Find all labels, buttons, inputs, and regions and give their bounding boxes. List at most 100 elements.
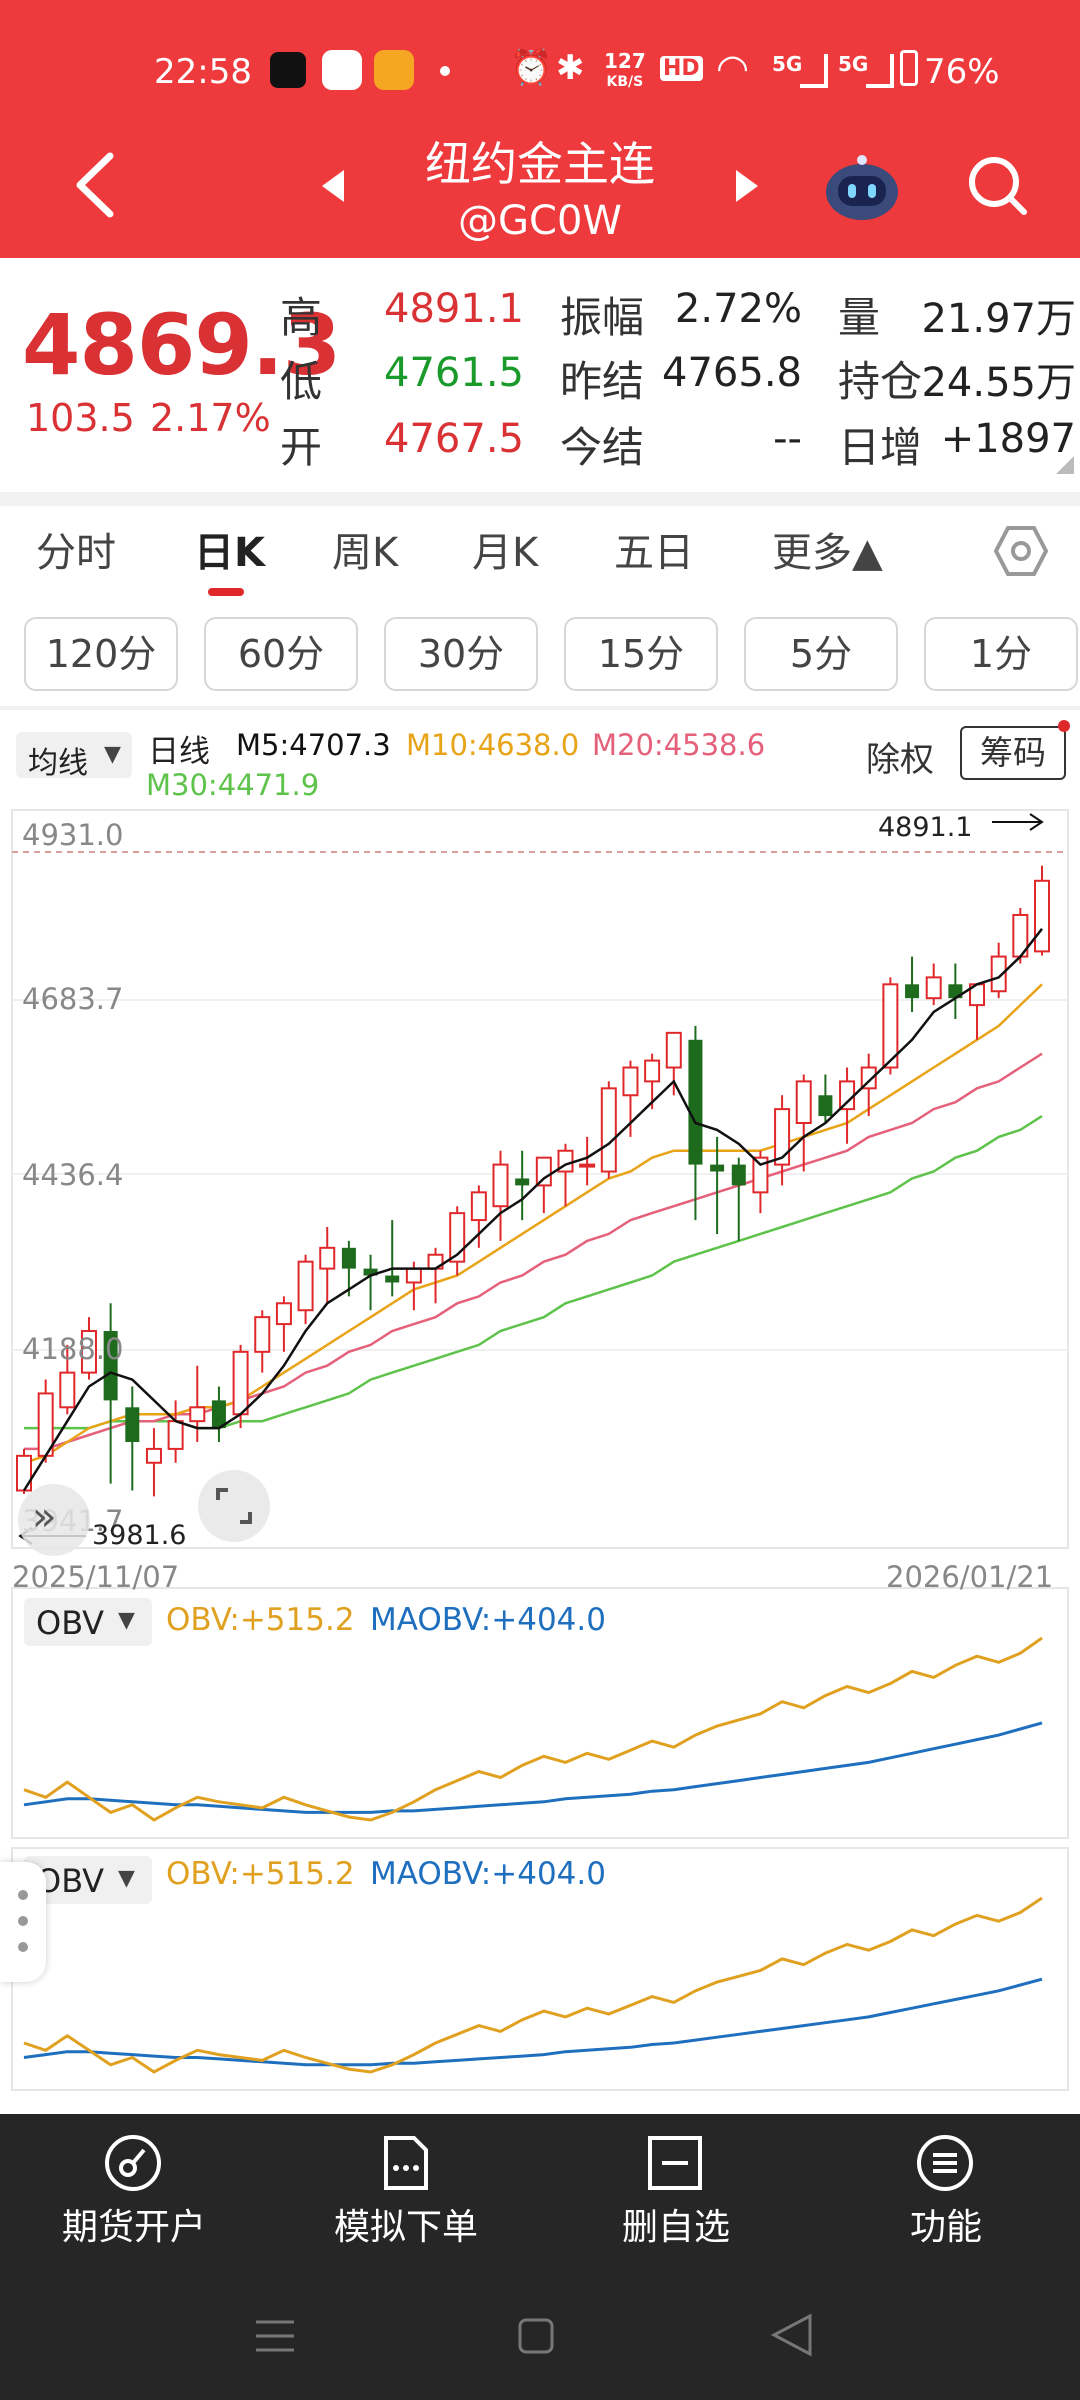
signal-icon-2 [866, 54, 894, 88]
candle-body [774, 1108, 791, 1166]
nav-functions[interactable]: 功能 [909, 2207, 982, 2248]
nav-simulated-order[interactable]: 模拟下单 [333, 2207, 478, 2248]
open-value: 4767.5 [384, 416, 524, 462]
search-icon[interactable] [964, 152, 1030, 218]
nav-remove-watchlist[interactable]: 删自选 [621, 2207, 730, 2248]
candle-body [189, 1406, 206, 1423]
alarm-icon: ⏰ [510, 48, 553, 88]
obv-panel-1-frame [11, 1587, 1069, 1839]
candle-body [1034, 879, 1050, 953]
settle-label: 今结 [560, 423, 645, 472]
interval-1min-button[interactable]: 1分 [924, 617, 1078, 691]
notification-dot [1058, 720, 1070, 732]
interval-5min-button[interactable]: 5分 [744, 617, 898, 691]
interval-15min-button[interactable]: 15分 [564, 617, 718, 691]
back-icon[interactable] [70, 150, 120, 220]
candle-body [925, 976, 942, 1000]
dropdown-triangle-icon: ▼ [118, 1608, 135, 1633]
candle-body [319, 1246, 336, 1270]
kline-chart[interactable] [0, 800, 1080, 2100]
ma20-value: M20:4538.6 [592, 728, 766, 762]
y-tick-label: 4683.7 [22, 982, 124, 1016]
menu-icon[interactable] [916, 2134, 974, 2192]
handle-dot [18, 1942, 28, 1952]
fullscreen-button[interactable] [198, 1470, 270, 1542]
candle-body [449, 1212, 466, 1263]
candle-body [254, 1316, 271, 1353]
volume-label: 量 [838, 293, 881, 342]
candle-body [535, 1156, 552, 1187]
candle-body [16, 1454, 32, 1492]
tab-weekly-k[interactable]: 周K [332, 530, 399, 576]
candle-body [405, 1267, 422, 1284]
ma10-value: M10:4638.0 [406, 728, 580, 762]
high-label: 高 [280, 293, 323, 342]
chart-settings-icon[interactable] [994, 524, 1048, 578]
candle-body [515, 1178, 530, 1186]
robot-assistant-icon[interactable] [822, 150, 902, 224]
status-time: 22:58 [154, 52, 252, 92]
amplitude-label: 振幅 [560, 293, 645, 342]
status-bar: 22:58 ⏰ ✱ 127 KB/S HD ◠ 5G 5G 76% [0, 40, 1080, 100]
candle-body [232, 1350, 249, 1416]
candle-body [905, 984, 920, 999]
low-label: 低 [280, 357, 323, 406]
network-type-2: 5G [838, 52, 869, 76]
tab-five-day[interactable]: 五日 [614, 530, 694, 576]
candle-body [839, 1080, 856, 1111]
prev-contract-icon[interactable] [318, 166, 348, 206]
nav-open-account[interactable]: 期货开户 [61, 2207, 206, 2248]
high-value: 4891.1 [384, 286, 524, 332]
tab-intraday[interactable]: 分时 [36, 530, 116, 576]
back-nav-icon[interactable] [770, 2312, 814, 2358]
candle-body [665, 1031, 682, 1069]
tab-monthly-k[interactable]: 月K [472, 530, 539, 576]
home-icon[interactable] [518, 2318, 554, 2354]
obv-selector[interactable]: OBV ▼ [24, 1598, 152, 1646]
interval-60min-button[interactable]: 60分 [204, 617, 358, 691]
contract-title: 纽约金主连 [425, 137, 655, 191]
interval-120min-button[interactable]: 120分 [24, 617, 178, 691]
battery-percent: 76% [924, 52, 1000, 92]
price-change: 103.5 [26, 396, 135, 440]
network-type-1: 5G [772, 52, 803, 76]
candle-body [622, 1066, 639, 1097]
wifi-icon: ◠ [716, 46, 750, 90]
candle-body [882, 983, 899, 1069]
collapse-chart-button[interactable]: » [18, 1484, 90, 1556]
interval-30min-button[interactable]: 30分 [384, 617, 538, 691]
price-change-percent: 2.17% [150, 396, 271, 440]
futures-account-icon[interactable] [104, 2134, 162, 2192]
signal-icon-1 [800, 54, 828, 88]
prev-settle-label: 昨结 [560, 357, 645, 406]
bluetooth-icon: ✱ [556, 48, 585, 88]
kline-period-label: 日线 [148, 734, 210, 770]
simulated-order-icon[interactable] [376, 2134, 434, 2192]
expand-corner-icon[interactable] [1056, 456, 1074, 474]
app-notification-icon [322, 50, 362, 90]
tab-daily-k[interactable]: 日K [194, 530, 265, 576]
candle-body [59, 1371, 76, 1409]
obv-panel-1-obv-line [23, 1636, 1043, 1822]
settle-value: -- [773, 416, 802, 462]
x-end-date: 2026/01/21 [886, 1560, 1054, 1594]
tab-more[interactable]: 更多▲ [772, 530, 883, 576]
floating-side-handle[interactable] [0, 1862, 46, 1982]
prev-settle-value: 4765.8 [662, 350, 802, 396]
candle-body [470, 1191, 487, 1222]
recent-apps-icon[interactable] [254, 2316, 296, 2356]
next-contract-icon[interactable] [732, 166, 762, 206]
ma30-value: M30:4471.9 [146, 768, 320, 802]
chips-button[interactable]: 筹码 [960, 726, 1066, 780]
y-tick-label: 4436.4 [22, 1158, 124, 1192]
fullscreen-icon [216, 1488, 252, 1524]
ex-rights-toggle[interactable]: 除权 [866, 740, 934, 780]
candle-body [103, 1331, 118, 1401]
tiktok-icon [270, 52, 306, 88]
y-tick-label: 4931.0 [22, 818, 124, 852]
remove-watchlist-icon[interactable] [646, 2134, 704, 2192]
ma-selector[interactable]: 均线 ▼ [16, 732, 132, 781]
candle-body [80, 1330, 97, 1374]
x-start-date: 2025/11/07 [12, 1560, 180, 1594]
net-speed: 127 KB/S [604, 49, 646, 90]
